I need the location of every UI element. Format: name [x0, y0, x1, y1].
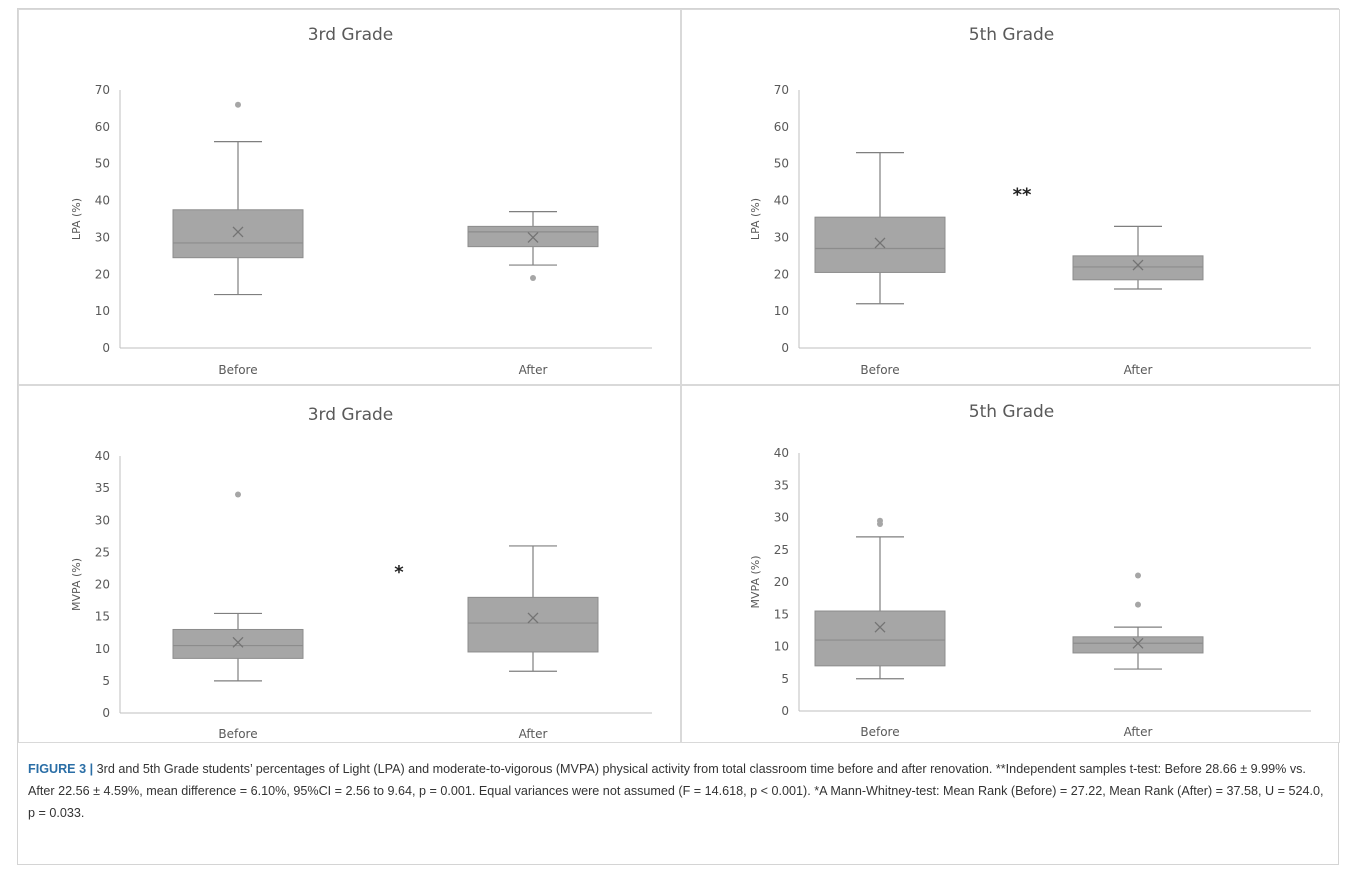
caption-text: 3rd and 5th Grade students’ percentages … [28, 762, 1324, 820]
mean-marker [527, 612, 539, 624]
y-axis-label: LPA (%) [70, 198, 83, 240]
outlier-point [1135, 572, 1141, 579]
iqr-box [1072, 636, 1204, 654]
y-tick-label: 50 [774, 157, 789, 171]
significance-marker: ** [1013, 185, 1032, 206]
mean-marker [527, 231, 539, 243]
y-tick-label: 60 [95, 120, 110, 134]
significance-marker: * [394, 562, 404, 583]
iqr-box [814, 610, 946, 667]
chart-svg: 5th Grade LPA (%) 0 10 20 30 40 50 60 70 Before Aft… [749, 25, 1311, 377]
y-tick-label: 5 [102, 674, 110, 688]
chart-panel-lpa-3rd-grade: 3rd Grade LPA (%) 0 10 20 30 40 50 60 70 Before Aft… [18, 9, 681, 385]
box-after [1072, 225, 1204, 290]
box-before [814, 517, 946, 680]
mean-marker [232, 636, 244, 648]
figure-caption: FIGURE 3 | 3rd and 5th Grade students’ p… [28, 758, 1328, 824]
x-tick-label: Before [218, 363, 257, 377]
y-tick-label: 30 [95, 513, 110, 527]
y-tick-label: 0 [781, 341, 789, 355]
y-tick-label: 20 [774, 575, 789, 589]
chart-title: 5th Grade [969, 25, 1055, 45]
mean-marker [874, 237, 886, 249]
chart-svg: 5th Grade MVPA (%) 0 5 10 15 20 25 30 35 40 Before A… [749, 402, 1311, 739]
y-tick-label: 40 [95, 194, 110, 208]
iqr-box [1072, 255, 1204, 281]
y-tick-label: 25 [95, 545, 110, 559]
chart-title: 3rd Grade [308, 25, 394, 45]
mean-marker [874, 621, 886, 633]
x-tick-label: Before [218, 727, 257, 741]
outlier-point [530, 274, 536, 281]
box-before [172, 491, 304, 682]
x-tick-label: Before [860, 363, 899, 377]
mean-marker [1132, 637, 1144, 649]
y-tick-label: 0 [102, 341, 110, 355]
x-tick-label: After [519, 727, 548, 741]
y-tick-label: 0 [781, 704, 789, 718]
y-axis-label: LPA (%) [749, 198, 762, 240]
chart-panel-mvpa-5th-grade: 5th Grade MVPA (%) 0 5 10 15 20 25 30 35 40 Before A… [681, 385, 1340, 743]
y-axis-label: MVPA (%) [749, 555, 762, 608]
y-tick-label: 20 [774, 267, 789, 281]
x-tick-label: After [1124, 725, 1153, 739]
mean-marker [232, 226, 244, 238]
iqr-box [467, 225, 599, 248]
outlier-point [235, 491, 241, 498]
y-tick-label: 10 [774, 640, 789, 654]
box-after [467, 211, 599, 281]
y-tick-label: 60 [774, 120, 789, 134]
outlier-point [235, 101, 241, 108]
y-tick-label: 10 [774, 304, 789, 318]
caption-separator: | [86, 762, 97, 776]
y-tick-label: 35 [774, 478, 789, 492]
y-tick-label: 15 [774, 607, 789, 621]
chart-svg: 3rd Grade MVPA (%) 0 5 10 15 20 25 30 35 40 Before A… [70, 405, 652, 741]
y-tick-label: 15 [95, 610, 110, 624]
y-tick-label: 30 [774, 230, 789, 244]
y-tick-label: 10 [95, 304, 110, 318]
iqr-box [814, 216, 946, 273]
x-tick-label: After [519, 363, 548, 377]
y-tick-label: 70 [95, 83, 110, 97]
x-tick-label: After [1124, 363, 1153, 377]
y-tick-label: 40 [774, 446, 789, 460]
y-tick-label: 70 [774, 83, 789, 97]
box-after [467, 545, 599, 672]
y-tick-label: 20 [95, 267, 110, 281]
box-before [172, 101, 304, 296]
y-tick-label: 40 [95, 449, 110, 463]
iqr-box [172, 209, 304, 259]
figure-label: FIGURE 3 [28, 762, 87, 776]
iqr-box [172, 628, 304, 659]
outlier-point [877, 517, 883, 524]
y-tick-label: 30 [774, 511, 789, 525]
y-tick-label: 0 [102, 706, 110, 720]
y-tick-label: 20 [95, 578, 110, 592]
chart-title: 5th Grade [969, 402, 1055, 422]
chart-panel-lpa-5th-grade: 5th Grade LPA (%) 0 10 20 30 40 50 60 70 Before Aft… [681, 9, 1340, 385]
y-tick-label: 25 [774, 543, 789, 557]
box-before [814, 152, 946, 305]
figure-frame: 3rd Grade LPA (%) 0 10 20 30 40 50 60 70 Before Aft… [17, 8, 1340, 865]
y-tick-label: 5 [781, 672, 789, 686]
mean-marker [1132, 259, 1144, 271]
chart-panel-mvpa-3rd-grade: 3rd Grade MVPA (%) 0 5 10 15 20 25 30 35 40 Before A… [18, 385, 681, 743]
x-tick-label: Before [860, 725, 899, 739]
chart-svg: 3rd Grade LPA (%) 0 10 20 30 40 50 60 70 Before Aft… [70, 25, 652, 377]
y-tick-label: 35 [95, 481, 110, 495]
outlier-point [1135, 601, 1141, 608]
iqr-box [467, 596, 599, 653]
chart-title: 3rd Grade [308, 405, 394, 425]
box-after [1072, 572, 1204, 670]
y-tick-label: 10 [95, 642, 110, 656]
y-tick-label: 30 [95, 230, 110, 244]
y-axis-label: MVPA (%) [70, 558, 83, 611]
y-tick-label: 40 [774, 194, 789, 208]
y-tick-label: 50 [95, 157, 110, 171]
